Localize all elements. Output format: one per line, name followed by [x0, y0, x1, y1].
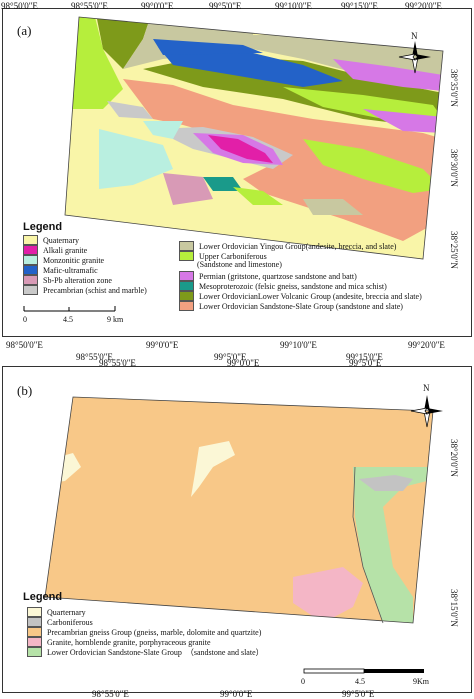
legend-item-granite-b: Granite, hornblende granite, porphyraceo… — [27, 637, 211, 647]
unit-quarternary-central — [191, 441, 235, 497]
geologic-map-b — [44, 396, 434, 624]
map-panel-a: (a) 98°50'0"E 98°55'0"E 99°0'0"E 99°5'0"… — [1, 1, 472, 337]
top-coord-a-5: 99°15'0"E — [341, 1, 378, 11]
unit-granite-b — [293, 567, 363, 623]
compass-label-a: N — [411, 31, 418, 41]
unit-sandstone-slate-b — [353, 467, 433, 623]
legend-item-sandstone-slate: Lower Ordovician Sandstone-Slate Group (… — [179, 301, 403, 311]
north-arrow-icon — [407, 387, 447, 431]
legend-title-a: Legend — [23, 221, 63, 233]
legend-item-yingou: Lower Ordovician Yingou Group(andesite, … — [179, 241, 396, 251]
legend-item-permian: Permian (gritstone, quartzose sandstone … — [179, 271, 357, 281]
unit-carboniferous-se — [303, 139, 443, 193]
legend-item-quarternary-b: Quarternary — [27, 607, 86, 617]
unit-permian-north — [333, 59, 443, 91]
scale-bar-a — [23, 305, 133, 313]
panel-a-label: (a) — [17, 23, 32, 38]
unit-yingou-south — [303, 199, 363, 215]
scale-bar-b — [303, 667, 433, 675]
legend-title-b: Legend — [23, 591, 63, 603]
geologic-map-a — [64, 16, 444, 260]
legend-item-precambrian: Precambrian (schist and marble) — [23, 285, 147, 295]
unit-quaternary-north — [253, 23, 303, 35]
unit-mafic-west — [153, 39, 263, 55]
bottom-coord-a-0: 98°50'0"E — [6, 340, 43, 350]
unit-monzonitic-sw — [99, 129, 173, 189]
legend-item-sandstone-slate-b: Lower Ordovician Sandstone-Slate Group （… — [27, 647, 264, 657]
bottom-coord-a-2: 99°0'0"E — [146, 340, 179, 350]
unit-carboniferous-south — [233, 187, 283, 205]
unit-mesoproterozoic — [203, 177, 243, 191]
top-coord-a-1: 98°55'0"E — [71, 1, 108, 11]
map-panel-b: (b) 98°55'0"E 99°0'0"E 99°5'0"E 38°20'0"… — [2, 358, 472, 693]
legend-item-carboniferous-b: Carboniferous — [27, 617, 93, 627]
unit-monzonitic-granite — [143, 121, 183, 139]
legend-item-alkali-granite: Alkali granite — [23, 245, 87, 255]
unit-alkali-granite — [208, 135, 273, 163]
fault-line-b — [352, 466, 384, 624]
bottom-coord-b-1: 99°0'0"E — [220, 689, 253, 699]
legend-item-precambrian-gneiss: Precambrian gneiss Group (gneiss, marble… — [27, 627, 261, 637]
legend-item-sbpb-alteration: Sb-Pb alteration zone — [23, 275, 112, 285]
top-coord-a-0: 98°50'0"E — [1, 1, 38, 11]
bottom-coord-a-4: 99°10'0"E — [280, 340, 317, 350]
map-b-outline — [44, 396, 434, 624]
unit-volcanic-west — [95, 17, 153, 69]
unit-permian-east — [363, 109, 443, 133]
scale-tick-b-0: 0 — [301, 677, 305, 686]
bottom-coord-b-0: 98°55'0"E — [92, 689, 129, 699]
unit-sbpb-alteration — [163, 173, 213, 205]
bottom-coord-a-5: 99°15'0"E — [346, 352, 383, 362]
top-coord-b-1: 99°0'0"E — [227, 358, 260, 368]
unit-precambrian-west — [107, 101, 153, 119]
legend-item-mafic-ultramafic: Mafic-ultramafic — [23, 265, 98, 275]
top-coord-a-6: 99°20'0"E — [405, 1, 442, 11]
north-arrow-icon — [395, 33, 435, 77]
bottom-coord-a-1: 98°55'0"E — [76, 352, 113, 362]
top-coord-a-3: 99°5'0"E — [209, 1, 242, 11]
legend-item-upper-carboniferous-desc: (Sandstone and limestone) — [197, 260, 282, 269]
unit-carboniferous-b — [359, 475, 413, 491]
bottom-coord-a-3: 99°5'0"E — [214, 352, 247, 362]
panel-b-label: (b) — [17, 383, 33, 398]
top-coord-a-4: 99°10'0"E — [275, 1, 312, 11]
bottom-coord-b-2: 99°5'0"E — [342, 689, 375, 699]
scale-tick-a-0: 0 — [23, 315, 27, 324]
unit-carboniferous-east — [283, 87, 443, 121]
scale-tick-a-2: 9 km — [107, 315, 124, 324]
top-coord-a-2: 99°0'0"E — [141, 1, 174, 11]
scale-tick-b-2: 9Km — [413, 677, 429, 686]
scale-tick-a-1: 4.5 — [63, 315, 73, 324]
legend-item-monzonitic-granite: Monzonitic granite — [23, 255, 104, 265]
bottom-coord-a-6: 99°20'0"E — [408, 340, 445, 350]
top-coord-b-0: 98°55'0"E — [99, 358, 136, 368]
scale-tick-b-1: 4.5 — [355, 677, 365, 686]
legend-item-quaternary: Quaternary — [23, 235, 79, 245]
map-a-outline — [64, 16, 444, 260]
unit-mafic-ultramafic — [158, 47, 343, 87]
compass-label-b: N — [423, 383, 430, 393]
legend-item-upper-carboniferous: Upper Carboniferous — [179, 251, 267, 261]
top-coord-b-2: 99°5'0"E — [349, 358, 382, 368]
legend-item-lower-volcanic: Lower OrdovicianLower Volcanic Group (an… — [179, 291, 422, 301]
legend-item-mesoproterozoic: Mesoproterozoic (felsic gneiss, sandston… — [179, 281, 387, 291]
